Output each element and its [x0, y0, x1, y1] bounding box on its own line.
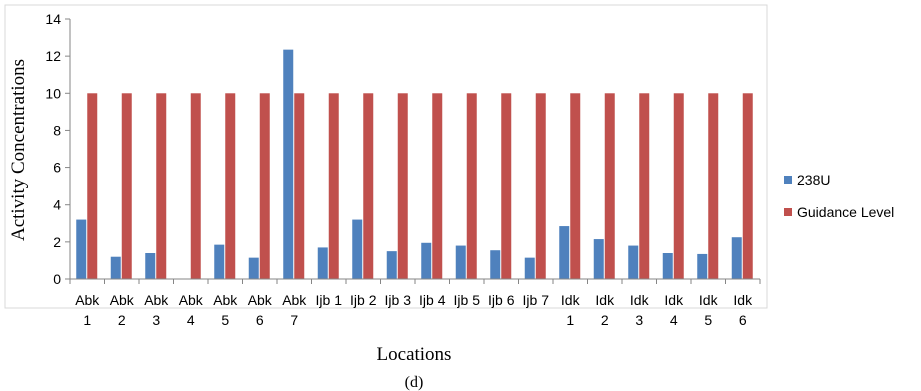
bar-guidance-level: [363, 93, 374, 280]
bar-238u: [76, 219, 87, 279]
x-category-label: 1: [566, 312, 574, 328]
bar-guidance-level: [432, 93, 443, 280]
x-category-label: 6: [256, 312, 264, 328]
y-axis-label: Activity Concentrations: [8, 59, 29, 241]
x-category-label: Idk: [595, 292, 615, 308]
bar-guidance-level: [501, 93, 512, 280]
x-category-label: Idk: [630, 292, 650, 308]
bar-guidance-level: [156, 93, 167, 280]
bar-238u: [662, 253, 673, 279]
legend-swatch: [784, 176, 792, 184]
x-category-label: 3: [152, 312, 160, 328]
y-tick-label: 2: [53, 234, 61, 250]
x-category-label: Idk: [733, 292, 753, 308]
x-category-label: 2: [601, 312, 609, 328]
bar-238u: [455, 245, 466, 279]
y-tick-label: 10: [45, 85, 61, 101]
y-ticks-group: 0 2 4 6 8 10 12 14: [45, 11, 70, 287]
legend-swatch: [784, 208, 792, 216]
bar-238u: [593, 239, 604, 279]
x-category-label: Abk: [144, 292, 169, 308]
x-categories-group: Abk 1 Abk 2 Abk 3 Abk 4 Abk 5 Abk 6 Abk 7 Ijb 1 Ijb 2 Ij…: [75, 292, 753, 328]
bar-238u: [697, 253, 708, 279]
bar-guidance-level: [190, 93, 201, 280]
bar-guidance-level: [294, 93, 305, 280]
bar-238u: [110, 256, 121, 279]
x-category-label: Ijb 7: [523, 292, 550, 308]
x-category-label: Abk: [75, 292, 100, 308]
bar-guidance-level: [225, 93, 236, 280]
x-category-label: Ijb 2: [350, 292, 377, 308]
x-category-label: 5: [704, 312, 712, 328]
x-category-label: 7: [290, 312, 298, 328]
x-category-label: Abk: [179, 292, 204, 308]
y-tick-label: 8: [53, 122, 61, 138]
x-category-label: Idk: [699, 292, 719, 308]
bar-238u: [559, 226, 570, 279]
bar-guidance-level: [604, 93, 615, 280]
y-tick-label: 12: [45, 48, 61, 64]
x-category-label: 1: [83, 312, 91, 328]
y-tick-label: 4: [53, 197, 61, 213]
bar-guidance-level: [259, 93, 270, 280]
x-category-label: Ijb 3: [385, 292, 412, 308]
bar-guidance-level: [708, 93, 719, 280]
bar-guidance-level: [673, 93, 684, 280]
x-category-label: Idk: [561, 292, 581, 308]
x-category-label: Ijb 1: [316, 292, 343, 308]
bar-238u: [628, 245, 639, 279]
x-category-label: 5: [221, 312, 229, 328]
y-tick-label: 0: [53, 271, 61, 287]
x-category-label: 3: [635, 312, 643, 328]
y-tick-label: 6: [53, 160, 61, 176]
bars-group: [69, 49, 761, 284]
legend: 238U Guidance Level: [784, 172, 894, 220]
bar-238u: [248, 257, 259, 279]
legend-label: 238U: [797, 172, 830, 188]
x-category-label: 2: [118, 312, 126, 328]
x-category-label: Abk: [248, 292, 273, 308]
x-category-label: Abk: [110, 292, 135, 308]
bar-guidance-level: [570, 93, 581, 280]
x-category-label: 4: [670, 312, 678, 328]
bar-238u: [145, 253, 156, 279]
y-tick-label: 14: [45, 11, 61, 27]
bar-238u: [386, 251, 397, 279]
x-axis-label: Locations: [377, 344, 452, 365]
bar-238u: [283, 49, 294, 280]
figure-caption: (d): [405, 374, 424, 391]
bar-guidance-level: [742, 93, 753, 280]
bar-238u: [352, 219, 363, 279]
bar-guidance-level: [328, 93, 339, 280]
bar-guidance-level: [121, 93, 132, 280]
x-category-label: 6: [739, 312, 747, 328]
bar-guidance-level: [639, 93, 650, 280]
x-category-label: Idk: [664, 292, 684, 308]
bar-guidance-level: [87, 93, 98, 280]
bar-guidance-level: [466, 93, 477, 280]
bar-238u: [731, 237, 742, 279]
bar-238u: [524, 257, 535, 279]
bar-238u: [214, 244, 225, 279]
x-category-label: 4: [187, 312, 195, 328]
bar-238u: [421, 242, 432, 279]
x-category-label: Ijb 5: [454, 292, 481, 308]
plot-frame: [4, 4, 768, 309]
x-category-label: Ijb 4: [419, 292, 446, 308]
x-category-label: Ijb 6: [488, 292, 515, 308]
bar-238u: [317, 247, 328, 279]
legend-label: Guidance Level: [797, 204, 894, 220]
bar-guidance-level: [397, 93, 408, 280]
x-category-label: Abk: [282, 292, 307, 308]
x-category-label: Abk: [213, 292, 238, 308]
bar-guidance-level: [535, 93, 546, 280]
bar-238u: [490, 250, 501, 279]
